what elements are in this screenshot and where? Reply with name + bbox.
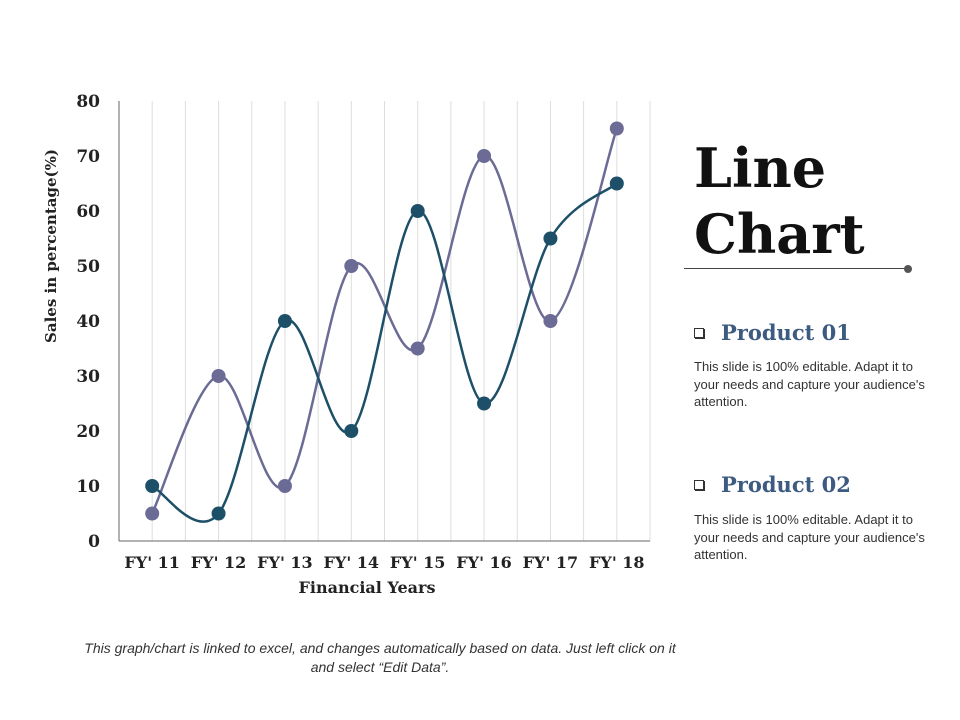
data-point xyxy=(477,396,492,411)
chart-labels: 0 10 20 30 40 50 60 70 80 FY' 11 FY' 12 FY' 13 FY' 1… xyxy=(76,92,644,572)
y-tick-label: 30 xyxy=(76,367,100,387)
data-point xyxy=(609,121,624,136)
x-tick-label: FY' 18 xyxy=(589,553,645,572)
legend-product-01: Product 01 xyxy=(694,320,851,345)
title-divider xyxy=(684,268,906,269)
x-tick-label: FY' 13 xyxy=(257,553,313,572)
y-tick-label: 50 xyxy=(76,257,100,277)
slide-title: Line Chart xyxy=(694,135,934,267)
data-point xyxy=(344,424,359,438)
series-product-02 xyxy=(145,121,624,521)
y-tick-label: 40 xyxy=(76,312,100,332)
data-point xyxy=(344,259,359,273)
data-point xyxy=(609,176,624,191)
x-tick-label: FY' 12 xyxy=(191,553,247,572)
y-tick-label: 10 xyxy=(76,477,100,497)
data-point xyxy=(477,149,492,163)
data-point xyxy=(145,479,160,493)
data-point xyxy=(543,314,558,328)
data-point xyxy=(543,231,558,246)
y-tick-label: 20 xyxy=(76,422,100,442)
y-tick-label: 80 xyxy=(76,92,100,112)
data-point xyxy=(211,506,226,521)
legend-title: Product 01 xyxy=(721,320,851,345)
checkbox-bullet-icon xyxy=(694,327,704,338)
footnote: This graph/chart is linked to excel, and… xyxy=(84,640,676,675)
series-line xyxy=(151,182,618,523)
data-point xyxy=(410,341,425,356)
chart-axes xyxy=(118,101,650,542)
legend-product-02: Product 02 xyxy=(694,472,851,497)
divider-dot xyxy=(904,265,912,273)
chart-series xyxy=(145,121,624,523)
x-axis-title: Financial Years xyxy=(299,578,436,597)
y-tick-label: 70 xyxy=(76,147,100,167)
data-point xyxy=(277,479,292,493)
data-point xyxy=(211,369,226,383)
series-product-01 xyxy=(145,176,624,523)
data-point xyxy=(145,506,160,521)
slide-title-line-2: Chart xyxy=(694,202,865,266)
slide-title-line-1: Line xyxy=(694,136,827,200)
x-tick-label: FY' 16 xyxy=(456,553,512,572)
x-tick-label: FY' 15 xyxy=(390,553,446,572)
data-point xyxy=(277,314,292,328)
x-tick-label: FY' 14 xyxy=(324,553,380,572)
y-tick-label: 0 xyxy=(88,532,100,552)
y-axis-title: Sales in percentage(%) xyxy=(42,149,60,343)
legend-description: This slide is 100% editable. Adapt it to… xyxy=(694,359,925,409)
x-tick-label: FY' 11 xyxy=(124,553,180,572)
y-tick-label: 60 xyxy=(76,202,100,222)
x-tick-label: FY' 17 xyxy=(523,553,579,572)
legend-title: Product 02 xyxy=(721,472,851,497)
checkbox-bullet-icon xyxy=(694,479,704,490)
legend-description: This slide is 100% editable. Adapt it to… xyxy=(694,512,925,562)
data-point xyxy=(410,204,425,218)
